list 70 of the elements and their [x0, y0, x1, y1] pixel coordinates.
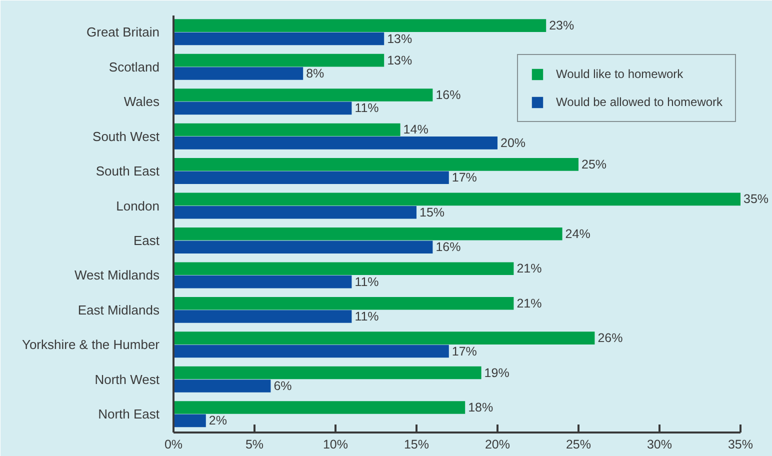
y-tick-label: London	[116, 198, 160, 214]
data-label: 11%	[354, 101, 379, 116]
y-tick-label: North West	[94, 372, 160, 387]
data-label: 13%	[387, 53, 412, 68]
y-tick-label: North East	[98, 406, 160, 422]
y-tick-label: South East	[96, 164, 160, 179]
y-tick-label: Wales	[124, 94, 160, 110]
bar	[174, 88, 433, 102]
y-tick-label: East	[133, 232, 160, 248]
x-tick-label: 20%	[484, 438, 510, 452]
bar	[174, 366, 482, 380]
data-label: 17%	[452, 344, 477, 358]
bar	[174, 67, 304, 80]
x-tick-label: 25%	[566, 438, 592, 452]
legend-label: Would be allowed to homework	[556, 95, 723, 109]
data-label: 23%	[549, 18, 574, 33]
data-label: 6%	[274, 378, 292, 393]
x-tick-label: 15%	[404, 438, 430, 452]
x-tick-label: 30%	[646, 438, 672, 452]
data-label: 18%	[468, 400, 494, 414]
x-tick-label: 10%	[322, 438, 348, 452]
bar	[174, 227, 562, 240]
data-label: 15%	[420, 205, 445, 220]
y-tick-label: Scotland	[108, 59, 160, 74]
data-label: 20%	[500, 136, 526, 150]
bar	[174, 401, 466, 414]
data-label: 11%	[354, 274, 379, 289]
bar	[174, 102, 352, 115]
data-label: 24%	[565, 226, 590, 241]
data-label: 13%	[387, 32, 412, 46]
bar	[174, 310, 352, 323]
bar	[174, 380, 271, 392]
bar	[174, 262, 514, 276]
y-tick-label: Yorkshire & the Humber	[22, 337, 160, 352]
bar	[174, 332, 595, 344]
data-label: 16%	[436, 88, 461, 102]
bar	[174, 275, 352, 288]
bar	[174, 240, 433, 254]
bar	[174, 32, 384, 46]
data-label: 16%	[436, 240, 461, 254]
bar	[174, 136, 498, 150]
bar	[174, 192, 740, 206]
data-label: 14%	[403, 122, 428, 137]
data-label: 11%	[354, 310, 379, 324]
legend-label: Would like to homework	[556, 67, 684, 81]
y-tick-label: South West	[92, 128, 160, 144]
bar	[174, 206, 416, 219]
y-tick-label: Great Britain	[86, 24, 160, 40]
x-tick-label: 35%	[728, 438, 754, 452]
bar	[174, 296, 514, 310]
data-label: 2%	[208, 414, 227, 428]
bar	[174, 171, 449, 184]
data-label: 17%	[452, 170, 477, 185]
x-tick-label: 5%	[245, 438, 264, 452]
bar	[174, 158, 578, 171]
y-tick-label: East Midlands	[78, 302, 160, 318]
data-label: 8%	[306, 66, 324, 80]
data-label: 19%	[484, 366, 510, 380]
data-label: 35%	[744, 192, 769, 206]
bar	[174, 123, 400, 136]
data-label: 25%	[582, 157, 607, 172]
data-label: 21%	[516, 296, 542, 310]
bar	[174, 54, 384, 67]
bar	[174, 19, 546, 32]
bar	[174, 414, 206, 428]
x-tick-label: 0%	[164, 438, 183, 452]
data-label: 21%	[516, 262, 542, 276]
data-label: 26%	[598, 331, 623, 346]
y-tick-label: West Midlands	[74, 268, 160, 283]
bar	[174, 344, 449, 358]
